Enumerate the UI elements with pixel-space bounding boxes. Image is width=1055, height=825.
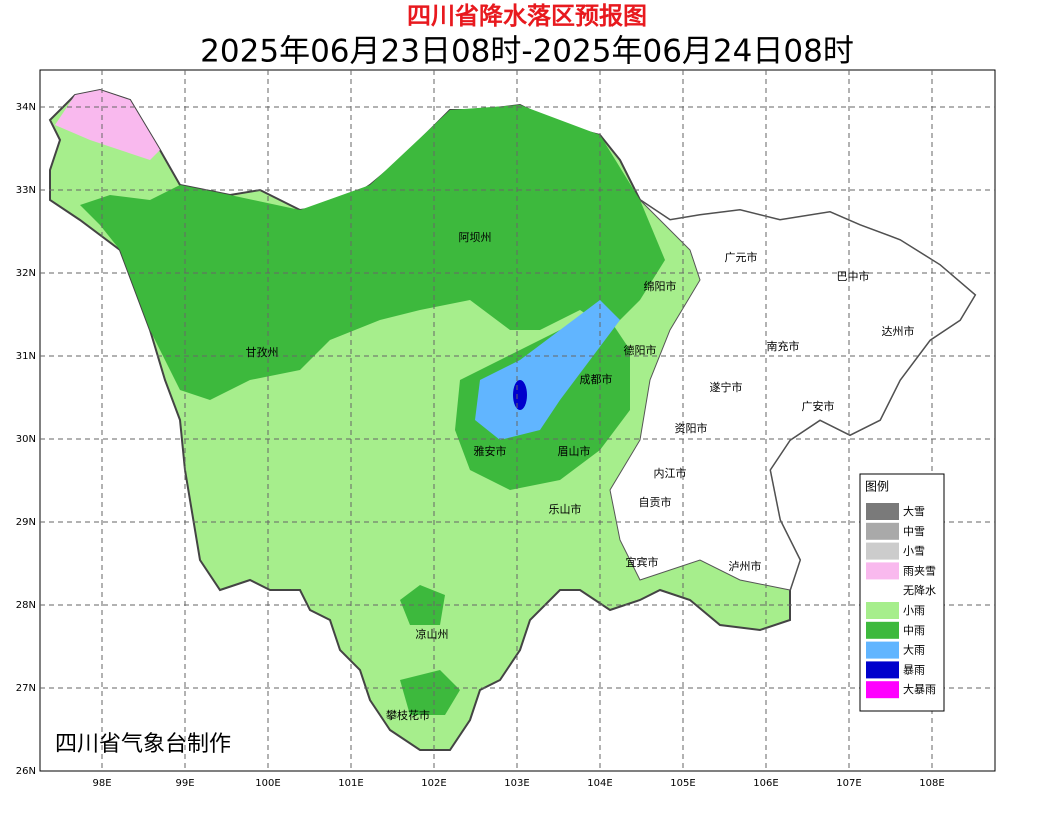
region-label: 巴中市 bbox=[837, 269, 870, 283]
graticule: 34N 33N 32N 31N 30N 29N 28N 27N 26N 98E 99E 100E 101… bbox=[16, 70, 995, 789]
region-label: 资阳市 bbox=[675, 421, 708, 435]
legend-label: 大雪 bbox=[903, 504, 925, 518]
lon-label: 108E bbox=[919, 778, 944, 789]
legend-label: 小雪 bbox=[903, 545, 925, 558]
legend-label: 无降水 bbox=[903, 583, 936, 597]
legend-label: 小雨 bbox=[903, 604, 925, 617]
lat-label: 33N bbox=[16, 185, 36, 196]
region-label: 广安市 bbox=[802, 399, 835, 413]
rainstorm-area bbox=[513, 380, 527, 410]
lat-label: 31N bbox=[16, 351, 36, 362]
legend-swatch bbox=[866, 681, 899, 699]
lon-label: 99E bbox=[175, 778, 194, 789]
lon-label: 105E bbox=[670, 778, 695, 789]
lon-label: 102E bbox=[421, 778, 446, 789]
legend-label: 中雨 bbox=[903, 624, 925, 637]
legend-swatch bbox=[866, 562, 899, 580]
region-label: 雅安市 bbox=[474, 444, 507, 458]
region-label: 南充市 bbox=[767, 339, 800, 353]
region-label: 遂宁市 bbox=[710, 380, 743, 394]
lon-label: 98E bbox=[92, 778, 111, 789]
region-label: 阿坝州 bbox=[459, 230, 492, 244]
lat-label: 27N bbox=[16, 683, 36, 694]
moderate-rain-area bbox=[80, 105, 665, 400]
region-label: 凉山州 bbox=[416, 627, 449, 641]
region-label: 宜宾市 bbox=[626, 555, 659, 569]
no-rain-area bbox=[609, 199, 976, 591]
title: 四川省降水落区预报图 bbox=[407, 2, 647, 30]
lon-label: 104E bbox=[587, 778, 612, 789]
legend-swatch bbox=[866, 641, 899, 659]
footer: 四川省气象台制作 bbox=[55, 732, 231, 757]
region-label: 成都市 bbox=[580, 372, 613, 386]
region-label: 眉山市 bbox=[558, 444, 591, 458]
region-label: 德阳市 bbox=[624, 343, 657, 357]
region-label: 乐山市 bbox=[549, 502, 582, 516]
legend-label: 暴雨 bbox=[903, 663, 925, 676]
region-label: 达州市 bbox=[882, 324, 915, 338]
heavy-rain-area bbox=[475, 300, 620, 440]
region-label: 甘孜州 bbox=[246, 345, 279, 359]
lat-label: 32N bbox=[16, 268, 36, 279]
legend-swatch bbox=[866, 503, 899, 520]
legend-swatch bbox=[866, 542, 899, 560]
region-label: 攀枝花市 bbox=[386, 708, 430, 722]
lat-label: 28N bbox=[16, 600, 36, 611]
region-label: 泸州市 bbox=[729, 559, 762, 573]
lon-label: 106E bbox=[753, 778, 778, 789]
lon-label: 103E bbox=[504, 778, 529, 789]
lat-label: 26N bbox=[16, 766, 36, 777]
moderate-rain-area bbox=[400, 670, 460, 715]
legend-swatch bbox=[866, 661, 899, 679]
lon-label: 100E bbox=[255, 778, 280, 789]
lat-label: 34N bbox=[16, 102, 36, 113]
region-label: 自贡市 bbox=[639, 495, 672, 509]
legend-swatch bbox=[866, 621, 899, 639]
legend-swatch bbox=[866, 522, 899, 540]
region-label: 绵阳市 bbox=[644, 279, 677, 293]
lat-label: 30N bbox=[16, 434, 36, 445]
legend-swatch bbox=[866, 602, 899, 619]
lon-label: 107E bbox=[836, 778, 861, 789]
lon-label: 101E bbox=[338, 778, 363, 789]
legend-label: 大暴雨 bbox=[903, 682, 936, 696]
region-label: 内江市 bbox=[654, 466, 687, 480]
legend-label: 雨夹雪 bbox=[903, 564, 936, 577]
subtitle: 2025年06月23日08时-2025年06月24日08时 bbox=[200, 34, 854, 70]
legend-swatch bbox=[866, 582, 899, 600]
region-label: 广元市 bbox=[725, 250, 758, 264]
lat-label: 29N bbox=[16, 517, 36, 528]
legend-label: 中雪 bbox=[903, 525, 925, 538]
legend-title: 图例 bbox=[865, 480, 889, 494]
legend-label: 大雨 bbox=[903, 643, 925, 657]
